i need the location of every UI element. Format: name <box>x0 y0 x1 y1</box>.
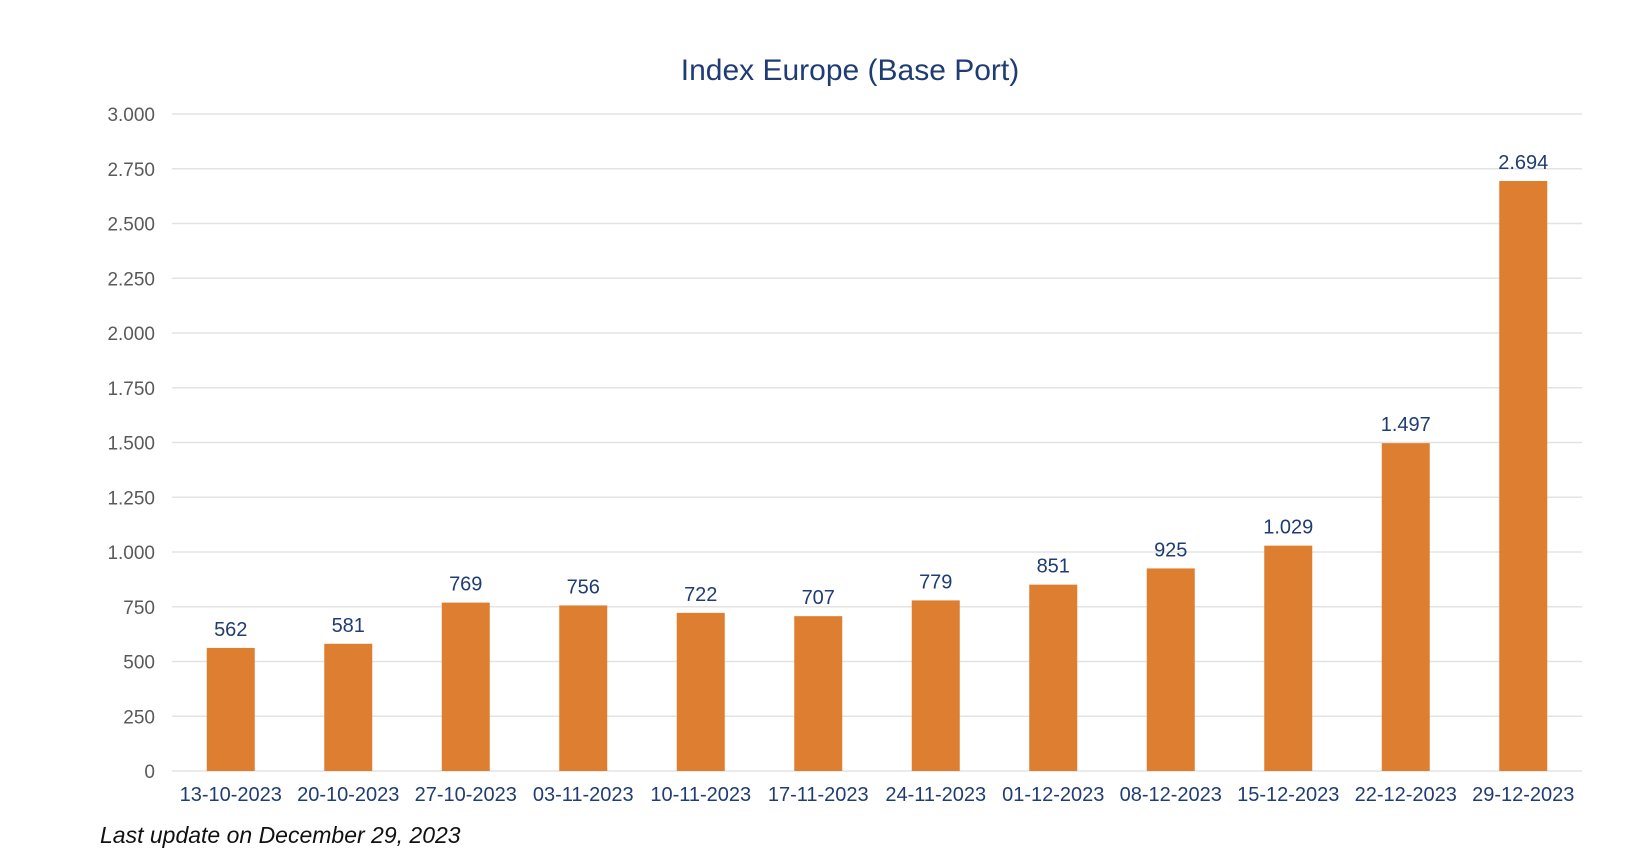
bar <box>1264 545 1313 771</box>
y-tick-label: 3.000 <box>107 105 155 126</box>
bar <box>1029 584 1078 771</box>
y-tick-label: 2.000 <box>107 324 155 345</box>
bar <box>911 600 960 771</box>
x-tick-label: 08-12-2023 <box>1120 784 1222 806</box>
data-labels: 562 581 769 756 722 707 779 851 925 1.029 1.497 2.6… <box>214 152 1548 641</box>
data-label: 1.029 <box>1263 517 1313 539</box>
x-tick-label: 20-10-2023 <box>297 784 399 806</box>
y-axis-tick-labels: 0 250 500 750 1.000 1.250 1.500 1.750 2.000 2.250… <box>107 105 155 783</box>
x-tick-label: 10-11-2023 <box>650 784 751 806</box>
x-axis-tick-labels: 13-10-2023 20-10-2023 27-10-2023 03-11-2023… <box>180 784 1575 806</box>
data-label: 1.497 <box>1381 414 1431 436</box>
data-label: 925 <box>1154 539 1187 561</box>
y-tick-label: 2.500 <box>107 215 155 236</box>
last-update-note: Last update on December 29, 2023 <box>100 822 461 848</box>
data-label: 2.694 <box>1498 152 1548 174</box>
x-tick-label: 01-12-2023 <box>1002 784 1104 806</box>
bar <box>441 602 490 771</box>
data-label: 581 <box>332 615 365 637</box>
bar <box>559 605 608 771</box>
x-tick-label: 17-11-2023 <box>768 784 869 806</box>
y-tick-label: 500 <box>123 653 155 674</box>
data-label: 756 <box>567 576 600 598</box>
bar <box>676 612 725 771</box>
data-label: 562 <box>214 619 247 641</box>
gridlines <box>172 113 1582 772</box>
bar <box>206 647 255 771</box>
bar <box>1146 568 1195 771</box>
data-label: 722 <box>684 584 717 606</box>
y-tick-label: 250 <box>123 707 155 728</box>
data-label: 851 <box>1037 556 1070 578</box>
y-tick-label: 0 <box>144 762 155 783</box>
x-tick-label: 15-12-2023 <box>1237 784 1339 806</box>
bars <box>206 181 1548 771</box>
y-tick-label: 1.000 <box>107 543 155 564</box>
y-tick-label: 1.250 <box>107 488 155 509</box>
y-tick-label: 2.250 <box>107 269 155 290</box>
bar <box>1381 443 1430 771</box>
data-label: 707 <box>802 587 835 609</box>
y-tick-label: 1.500 <box>107 434 155 455</box>
bar <box>324 643 373 771</box>
data-label: 779 <box>919 571 952 593</box>
x-tick-label: 13-10-2023 <box>180 784 282 806</box>
chart-title: Index Europe (Base Port) <box>681 54 1020 87</box>
bar <box>1499 181 1548 771</box>
x-tick-label: 03-11-2023 <box>533 784 634 806</box>
x-tick-label: 29-12-2023 <box>1472 784 1574 806</box>
data-label: 769 <box>449 574 482 596</box>
x-tick-label: 22-12-2023 <box>1355 784 1457 806</box>
y-tick-label: 750 <box>123 598 155 619</box>
bar <box>794 616 843 771</box>
y-tick-label: 1.750 <box>107 379 155 400</box>
y-tick-label: 2.750 <box>107 160 155 181</box>
x-tick-label: 27-10-2023 <box>415 784 517 806</box>
x-tick-label: 24-11-2023 <box>885 784 986 806</box>
